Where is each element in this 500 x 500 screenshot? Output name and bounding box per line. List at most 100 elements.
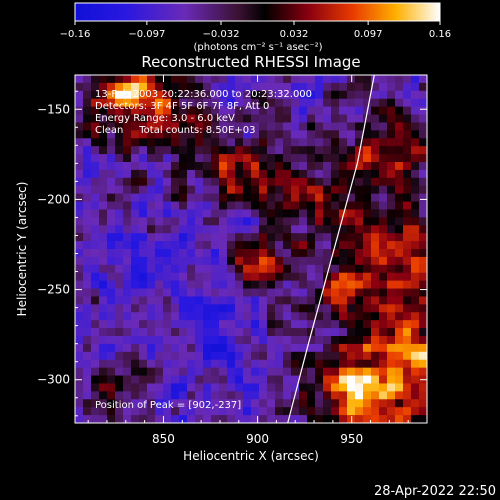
heatmap-cell [171, 407, 180, 416]
heatmap-cell [363, 351, 372, 361]
heatmap-cell [331, 288, 340, 297]
heatmap-cell [99, 90, 108, 100]
heatmap-cell [75, 106, 84, 115]
heatmap-cell [251, 320, 260, 329]
heatmap-cell [115, 399, 124, 408]
heatmap-cell [107, 328, 116, 337]
heatmap-cell [275, 169, 284, 179]
heatmap-cell [275, 280, 284, 289]
heatmap-cell [339, 82, 348, 92]
heatmap-cell [315, 407, 324, 416]
heatmap-cell [163, 375, 172, 384]
heatmap-cell [411, 90, 420, 100]
heatmap-cell [283, 320, 292, 329]
heatmap-cell [291, 162, 300, 171]
heatmap-cell [179, 304, 188, 313]
heatmap-cell [411, 122, 420, 131]
heatmap-cell [275, 138, 284, 147]
heatmap-cell [131, 304, 140, 313]
heatmap-cell [339, 367, 348, 376]
heatmap-cell [251, 407, 260, 416]
heatmap-cell [171, 272, 180, 282]
heatmap-cell [355, 233, 364, 242]
heatmap-cell [131, 177, 140, 187]
heatmap-cell [227, 399, 236, 408]
heatmap-cell [139, 272, 148, 282]
heatmap-cell [275, 114, 284, 123]
heatmap-cell [315, 264, 324, 274]
heatmap-cell [155, 359, 164, 369]
heatmap-cell [299, 272, 308, 282]
heatmap-cell [131, 162, 140, 171]
heatmap-cell [83, 336, 92, 345]
heatmap-cell [147, 272, 156, 282]
heatmap-cell [179, 98, 188, 108]
heatmap-cell [203, 146, 212, 155]
heatmap-cell [315, 351, 324, 361]
heatmap-cell [107, 82, 116, 92]
heatmap-cell [203, 169, 212, 179]
heatmap-cell [419, 162, 427, 171]
heatmap-cell [283, 391, 292, 400]
heatmap-cell [355, 407, 364, 416]
heatmap-cell [339, 98, 348, 108]
heatmap-cell [259, 264, 268, 274]
heatmap-cell [195, 193, 204, 202]
heatmap-cell [115, 138, 124, 147]
heatmap-cell [107, 122, 116, 131]
heatmap-cell [155, 304, 164, 313]
heatmap-cell [355, 90, 364, 100]
heatmap-cell [275, 154, 284, 163]
heatmap-cell [171, 320, 180, 329]
heatmap-cell [123, 185, 132, 195]
heatmap-cell [83, 264, 92, 274]
heatmap-cell [115, 256, 124, 266]
heatmap-cell [227, 249, 236, 258]
heatmap-cell [155, 169, 164, 179]
heatmap-cell [235, 233, 244, 242]
heatmap-cell [179, 336, 188, 345]
heatmap-cell [107, 351, 116, 361]
heatmap-cell [259, 415, 268, 423]
heatmap-cell [315, 114, 324, 123]
heatmap-cell [227, 98, 236, 108]
heatmap-cell [411, 249, 420, 258]
heatmap-cell [75, 415, 84, 423]
heatmap-cell [283, 75, 292, 84]
heatmap-cell [195, 256, 204, 266]
heatmap-cell [155, 296, 164, 305]
heatmap-cell [347, 122, 356, 131]
heatmap-cell [403, 351, 412, 361]
heatmap-cell [155, 177, 164, 187]
heatmap-cell [379, 201, 388, 210]
heatmap-cell [291, 106, 300, 115]
heatmap-cell [123, 351, 132, 361]
heatmap-cell [163, 169, 172, 179]
heatmap-cell [75, 256, 84, 266]
heatmap-cell [259, 75, 268, 84]
heatmap-cell [307, 209, 316, 218]
heatmap-cell [275, 343, 284, 353]
heatmap-cell [91, 98, 100, 108]
heatmap-cell [275, 177, 284, 187]
heatmap-cell [203, 256, 212, 266]
heatmap-cell [211, 343, 220, 353]
heatmap-cell [347, 241, 356, 250]
heatmap-cell [187, 256, 196, 266]
heatmap-cell [219, 225, 228, 234]
heatmap-cell [299, 399, 308, 408]
heatmap-cell [107, 288, 116, 297]
heatmap-cell [291, 399, 300, 408]
heatmap-cell [267, 272, 276, 282]
heatmap-cell [147, 407, 156, 416]
heatmap-cell [355, 328, 364, 337]
heatmap-cell [163, 209, 172, 218]
heatmap-cell [283, 336, 292, 345]
heatmap-cell [411, 130, 420, 139]
heatmap-cell [131, 169, 140, 179]
heatmap-cell [387, 296, 396, 305]
heatmap-cell [355, 82, 364, 92]
heatmap-cell [395, 154, 404, 163]
heatmap-cell [91, 288, 100, 297]
heatmap-cell [251, 233, 260, 242]
